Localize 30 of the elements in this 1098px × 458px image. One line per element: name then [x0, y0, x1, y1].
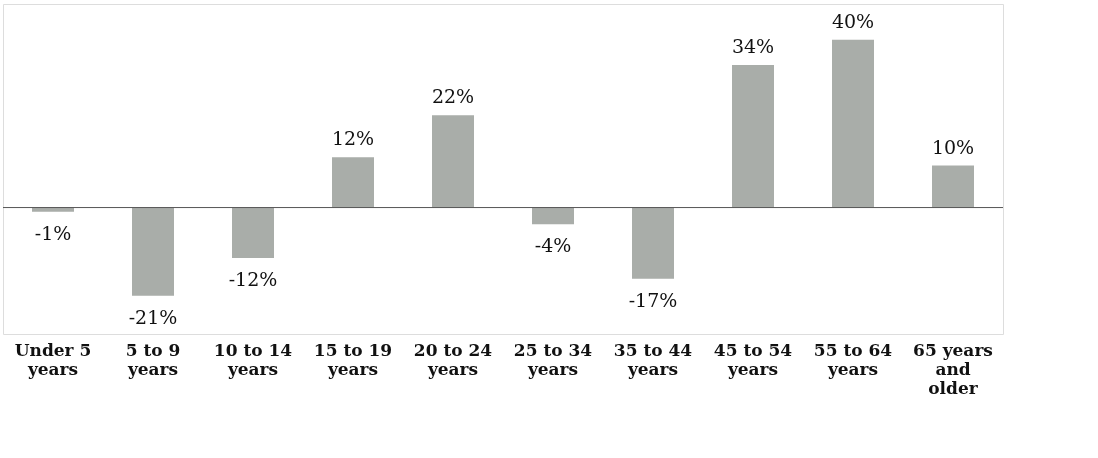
bar: [132, 207, 174, 296]
data-label: -1%: [34, 221, 72, 244]
x-tick-label: 55 to 64 years: [813, 339, 893, 379]
data-label: 10%: [931, 135, 975, 158]
bar: [32, 207, 74, 212]
x-tick-label: 45 to 54 years: [713, 339, 793, 379]
bar: [932, 165, 974, 208]
bar: [532, 207, 574, 225]
bar: [332, 157, 374, 208]
bar: [432, 115, 474, 208]
data-label: -17%: [628, 288, 678, 311]
x-tick-label: 15 to 19 years: [313, 339, 393, 379]
bar: [832, 39, 874, 208]
x-tick-label: 65 years and older: [913, 339, 993, 398]
data-label: 12%: [331, 127, 375, 150]
data-label: 40%: [831, 9, 875, 32]
bar: [632, 207, 674, 279]
bar: [232, 207, 274, 258]
x-tick-label: 25 to 34 years: [513, 339, 593, 379]
x-tick-label: 20 to 24 years: [413, 339, 493, 379]
data-label: -4%: [534, 234, 572, 257]
x-tick-label: 35 to 44 years: [613, 339, 693, 379]
bar: [732, 64, 774, 208]
data-label: 34%: [731, 34, 775, 57]
data-label: -21%: [128, 305, 178, 328]
x-tick-label: 10 to 14 years: [213, 339, 293, 379]
data-label: -12%: [228, 267, 278, 290]
x-tick-label: Under 5 years: [14, 339, 92, 379]
data-label: 22%: [431, 85, 475, 108]
x-tick-label: 5 to 9 years: [125, 339, 181, 379]
